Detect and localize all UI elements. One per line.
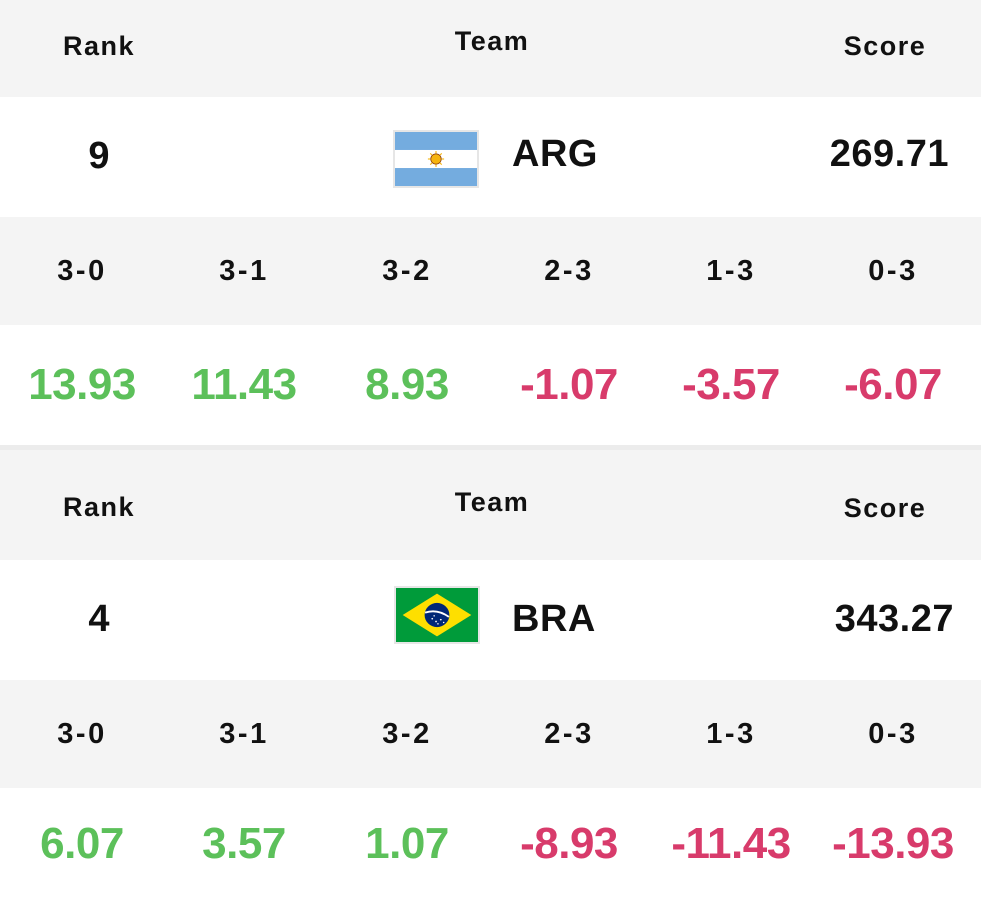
result-value: 8.93 <box>365 360 449 409</box>
score-value: 343.27 <box>834 598 954 640</box>
team-code: ARG <box>512 133 598 175</box>
rank-value: 9 <box>88 135 110 177</box>
score-value: 269.71 <box>829 133 949 175</box>
score-header: Score <box>843 31 927 61</box>
argentina-flag-icon <box>393 130 479 188</box>
result-label: 3-0 <box>57 717 107 750</box>
result-labels-row: 3-0 3-1 3-2 2-3 1-3 0-3 <box>0 217 981 325</box>
team-card-arg: Rank Team Score 9 ARG <box>0 0 981 445</box>
result-value: -8.93 <box>520 818 618 868</box>
result-value: 3.57 <box>202 818 286 868</box>
card-header: Rank Team Score <box>0 0 981 97</box>
card-divider <box>0 445 981 450</box>
team-row: 9 ARG 269.71 <box>0 97 981 217</box>
result-labels-row: 3-0 3-1 3-2 2-3 1-3 0-3 <box>0 680 981 788</box>
result-values-row: 13.93 11.43 8.93 -1.07 -3.57 -6.07 <box>0 325 981 445</box>
rank-header: Rank <box>62 492 136 522</box>
result-label: 3-1 <box>219 254 269 287</box>
result-label: 0-3 <box>868 717 918 750</box>
card-header: Rank Team Score <box>0 450 981 560</box>
result-label: 1-3 <box>706 254 756 287</box>
result-label: 3-0 <box>57 254 107 287</box>
result-values-row: 6.07 3.57 1.07 -8.93 -11.43 -13.93 <box>0 788 981 899</box>
team-row: 4 BRA 343.27 <box>0 560 981 680</box>
rank-header: Rank <box>62 31 136 61</box>
result-value: 6.07 <box>40 818 124 868</box>
result-value: 11.43 <box>191 360 297 409</box>
rank-value: 4 <box>88 598 110 640</box>
team-code: BRA <box>512 598 596 640</box>
result-value: -13.93 <box>832 818 954 868</box>
result-value: -6.07 <box>844 360 942 409</box>
team-card-bra: Rank Team Score 4 BRA 343.27 <box>0 450 981 899</box>
result-value: -11.43 <box>671 818 791 868</box>
result-value: 13.93 <box>28 360 136 409</box>
result-value: -1.07 <box>520 360 618 409</box>
brazil-flag-icon <box>394 586 480 644</box>
result-label: 2-3 <box>544 717 594 750</box>
result-label: 0-3 <box>868 254 918 287</box>
result-value: 1.07 <box>365 818 449 868</box>
result-label: 1-3 <box>706 717 756 750</box>
result-label: 3-1 <box>219 717 269 750</box>
result-value: -3.57 <box>682 360 780 409</box>
result-label: 3-2 <box>382 717 432 750</box>
team-header: Team <box>454 487 530 517</box>
result-label: 2-3 <box>544 254 594 287</box>
score-header: Score <box>843 493 927 523</box>
result-label: 3-2 <box>382 254 432 287</box>
team-header: Team <box>454 26 530 56</box>
